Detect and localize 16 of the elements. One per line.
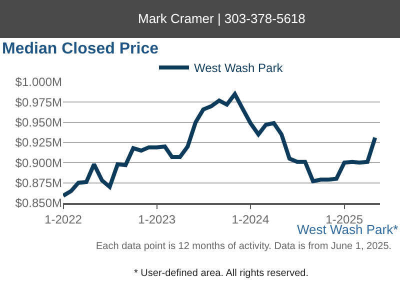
text: Mark Cramer | 303-378-5618	[138, 11, 306, 26]
x-tick-label: 1-2024	[232, 212, 270, 226]
text: West Wash Park*	[297, 222, 398, 237]
text: * User-defined area. All rights reserved.	[134, 268, 309, 279]
y-tick-label: $0.925M	[15, 136, 62, 150]
text: Each data point is 12 months of activity. Data is from June 1, 2025.	[96, 241, 392, 252]
y-tick-label: $0.900M	[15, 156, 62, 170]
x-tick-label: 1-2023	[138, 212, 176, 226]
x-tick-label: 1-2022	[44, 212, 82, 226]
y-tick-label: $0.975M	[15, 95, 62, 110]
y-tick-label: $0.875M	[15, 176, 62, 190]
y-tick-label: $0.950M	[15, 116, 62, 130]
y-tick-label: $0.850M	[15, 196, 62, 210]
chart-title: Median Closed Price	[2, 40, 159, 58]
legend-label: West Wash Park	[194, 61, 284, 76]
y-tick-label: $1.000M	[15, 75, 62, 90]
